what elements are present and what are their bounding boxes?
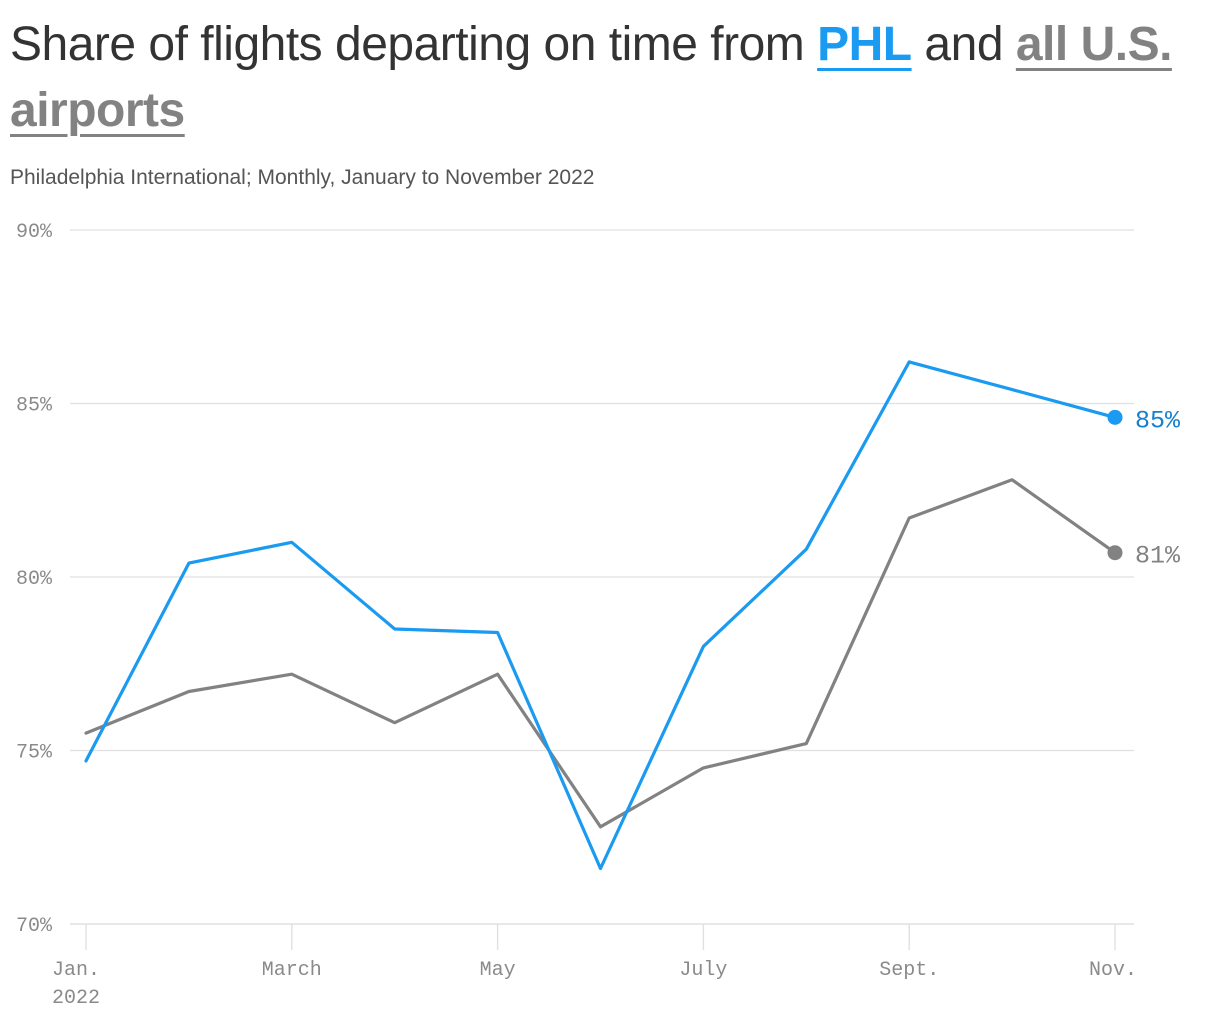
y-tick-label: 80% bbox=[16, 568, 53, 591]
x-tick-label: Sept. bbox=[879, 959, 939, 982]
x-tick-label: July bbox=[679, 959, 727, 982]
y-tick-label: 75% bbox=[16, 742, 53, 765]
series-line-us bbox=[84, 478, 1117, 829]
title-prefix: Share of flights departing on time from bbox=[10, 18, 818, 71]
y-tick-label: 90% bbox=[16, 221, 53, 244]
y-tick-label: 85% bbox=[16, 395, 53, 418]
end-label-layer: 81% 85% bbox=[1135, 406, 1181, 570]
x-tick-label: Jan. bbox=[52, 959, 100, 982]
series-line-phl bbox=[84, 360, 1117, 871]
x-tick-label: May bbox=[480, 959, 516, 982]
end-label-phl: 85% bbox=[1135, 406, 1181, 435]
chart-subtitle: Philadelphia International; Monthly, Jan… bbox=[10, 166, 595, 189]
title-us-highlight: all U.S. airports bbox=[10, 18, 1172, 137]
title-phl-highlight: PHL bbox=[817, 18, 912, 71]
endpoint-dot-phl bbox=[1107, 409, 1123, 425]
x-tick-label: March bbox=[262, 959, 322, 982]
end-label-us: 81% bbox=[1135, 542, 1181, 571]
x-tick-label: Nov. bbox=[1089, 959, 1137, 982]
endpoint-dot-us bbox=[1107, 545, 1123, 561]
x-axis: Jan. 2022 March May July Sept. Nov. bbox=[52, 924, 1137, 1010]
chart-title: Share of flights departing on time from … bbox=[10, 12, 1200, 144]
series-layer bbox=[84, 360, 1123, 871]
x-tick-label: 2022 bbox=[52, 987, 100, 1010]
title-middle: and bbox=[911, 18, 1016, 71]
grid-layer: 70% 75% 80% 85% 90% bbox=[16, 221, 1134, 938]
y-tick-label: 70% bbox=[16, 915, 53, 938]
